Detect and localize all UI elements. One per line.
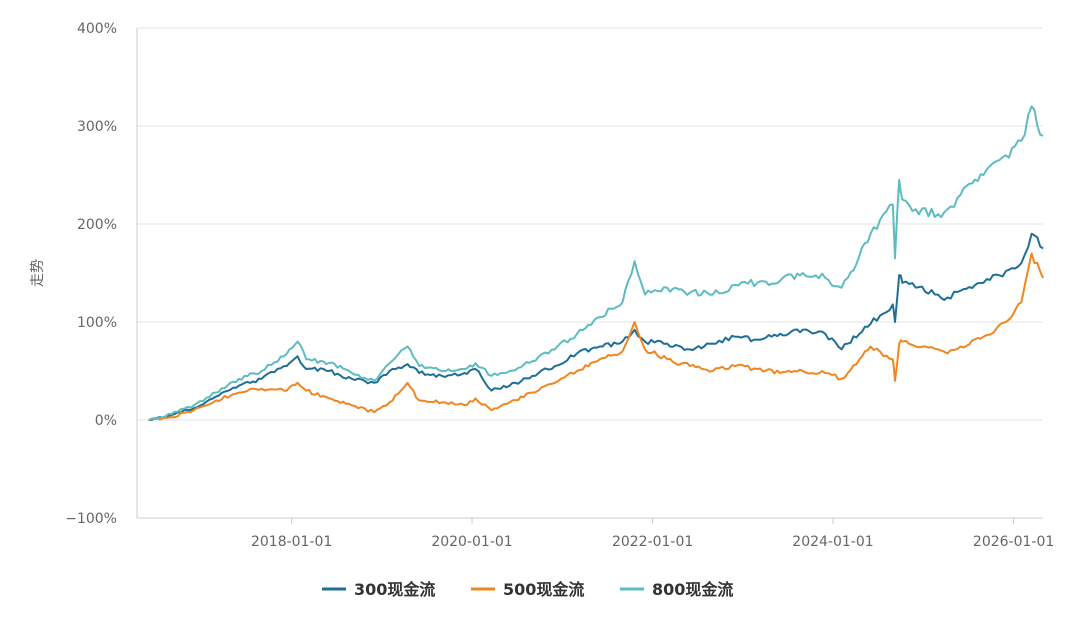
- x-tick-label: 2020-01-01: [431, 534, 512, 550]
- x-tick-label: 2018-01-01: [251, 534, 332, 550]
- series-line: [148, 252, 1044, 421]
- x-tick-label: 2024-01-01: [792, 534, 873, 550]
- y-tick-label: 200%: [77, 217, 117, 233]
- x-tick-label: 2026-01-01: [973, 534, 1054, 550]
- series-lines: [148, 105, 1044, 421]
- y-axis-label: 走势: [30, 259, 46, 287]
- x-tick-label: 2022-01-01: [612, 534, 693, 550]
- axes: 400% 300% 200% 100% 0% −100% 2018-01-01 2020-01…: [65, 21, 1054, 550]
- y-tick-label: 100%: [77, 315, 117, 331]
- y-tick-label: 400%: [77, 21, 117, 37]
- legend: 300现金流 500现金流 800现金流: [322, 580, 733, 599]
- y-tick-label: 0%: [95, 413, 117, 429]
- y-tick-label: −100%: [65, 511, 117, 527]
- series-line: [148, 232, 1044, 421]
- y-tick-label: 300%: [77, 119, 117, 135]
- grid: [137, 27, 1043, 519]
- series-line: [148, 105, 1044, 421]
- legend-label[interactable]: 500现金流: [503, 580, 584, 599]
- legend-label[interactable]: 800现金流: [652, 580, 733, 599]
- legend-label[interactable]: 300现金流: [354, 580, 435, 599]
